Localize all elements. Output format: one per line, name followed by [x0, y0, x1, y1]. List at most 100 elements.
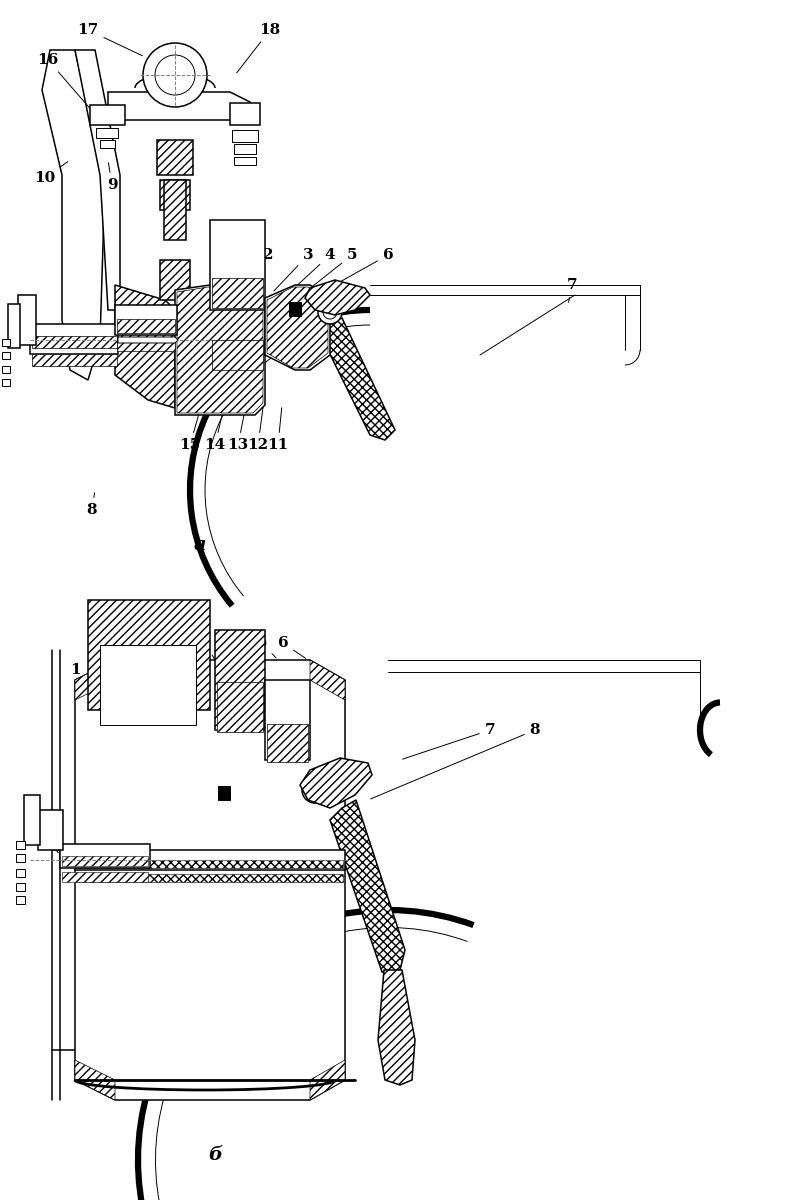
Polygon shape — [108, 92, 250, 120]
Bar — [2, 352, 10, 359]
Polygon shape — [115, 284, 175, 408]
Bar — [77, 874, 343, 882]
Text: 7: 7 — [403, 722, 496, 760]
Bar — [90, 104, 125, 125]
Text: а: а — [194, 536, 206, 554]
Bar — [30, 324, 118, 354]
Circle shape — [318, 300, 342, 324]
Polygon shape — [42, 50, 105, 380]
Circle shape — [155, 55, 195, 95]
Polygon shape — [378, 970, 415, 1085]
Polygon shape — [175, 284, 265, 415]
Bar — [24, 794, 40, 845]
Bar — [212, 278, 263, 308]
Text: 2: 2 — [246, 248, 273, 295]
Bar — [2, 379, 10, 386]
Text: 7: 7 — [567, 278, 577, 302]
Bar — [16, 841, 25, 850]
Bar — [117, 337, 175, 350]
Bar — [210, 220, 265, 310]
Circle shape — [143, 43, 207, 107]
Bar — [8, 304, 20, 348]
Circle shape — [323, 305, 337, 319]
Bar — [215, 630, 265, 730]
Bar — [16, 883, 25, 890]
Text: 2: 2 — [200, 636, 217, 662]
Text: 3: 3 — [220, 636, 232, 660]
Polygon shape — [267, 287, 328, 368]
Bar — [100, 646, 196, 725]
Text: 1: 1 — [70, 662, 106, 689]
Bar — [265, 680, 310, 760]
Text: 9: 9 — [107, 163, 117, 192]
Circle shape — [302, 778, 328, 803]
Polygon shape — [310, 660, 345, 700]
Bar — [60, 844, 150, 868]
Polygon shape — [318, 318, 395, 440]
Polygon shape — [75, 1060, 115, 1100]
Bar — [38, 810, 63, 850]
Bar — [18, 295, 36, 346]
Bar — [115, 305, 177, 335]
Text: 8: 8 — [87, 493, 97, 517]
Bar — [16, 896, 25, 904]
Bar — [160, 260, 190, 300]
Bar — [32, 354, 117, 366]
Text: 9: 9 — [37, 826, 59, 853]
Polygon shape — [310, 1060, 345, 1100]
Polygon shape — [75, 660, 115, 700]
Text: 5: 5 — [310, 248, 357, 288]
Bar — [117, 319, 175, 332]
Text: 10: 10 — [34, 162, 67, 185]
Text: 17: 17 — [77, 23, 143, 56]
Bar — [160, 180, 190, 210]
Text: 11: 11 — [267, 408, 289, 452]
Bar — [218, 786, 230, 800]
Bar — [75, 850, 345, 870]
Text: б: б — [208, 1146, 222, 1164]
Bar — [212, 340, 263, 370]
Bar — [2, 338, 10, 346]
Bar — [232, 130, 258, 142]
Bar — [157, 140, 193, 175]
Bar — [16, 854, 25, 862]
Text: 6: 6 — [340, 248, 393, 282]
Polygon shape — [177, 287, 263, 413]
Text: 14: 14 — [205, 392, 227, 452]
Polygon shape — [75, 660, 345, 1100]
Bar — [234, 144, 256, 154]
Bar — [217, 682, 263, 732]
Bar — [267, 724, 308, 762]
Text: 4: 4 — [237, 636, 253, 660]
Bar — [234, 157, 256, 164]
Polygon shape — [118, 337, 178, 343]
Bar — [96, 128, 118, 138]
Text: 4: 4 — [292, 248, 335, 290]
Bar — [62, 872, 148, 882]
Text: 8: 8 — [371, 722, 541, 799]
Bar — [32, 336, 117, 348]
Bar — [100, 140, 115, 148]
Bar — [164, 180, 186, 240]
Bar — [230, 103, 260, 125]
Polygon shape — [265, 284, 330, 370]
Text: 5: 5 — [257, 636, 276, 658]
Circle shape — [308, 782, 322, 797]
Text: 12: 12 — [248, 403, 269, 452]
Text: 16: 16 — [38, 53, 98, 118]
Bar — [289, 302, 301, 316]
Text: 13: 13 — [228, 397, 249, 452]
Bar — [2, 366, 10, 373]
Bar — [62, 856, 148, 866]
Polygon shape — [75, 50, 120, 310]
Bar — [88, 600, 210, 710]
Text: 15: 15 — [180, 378, 209, 452]
Text: 1: 1 — [229, 248, 250, 300]
Text: 18: 18 — [237, 23, 281, 73]
Polygon shape — [300, 758, 372, 808]
Bar — [16, 869, 25, 877]
Polygon shape — [330, 800, 405, 972]
Bar — [77, 860, 343, 868]
Text: 3: 3 — [274, 248, 314, 290]
Polygon shape — [305, 280, 370, 314]
